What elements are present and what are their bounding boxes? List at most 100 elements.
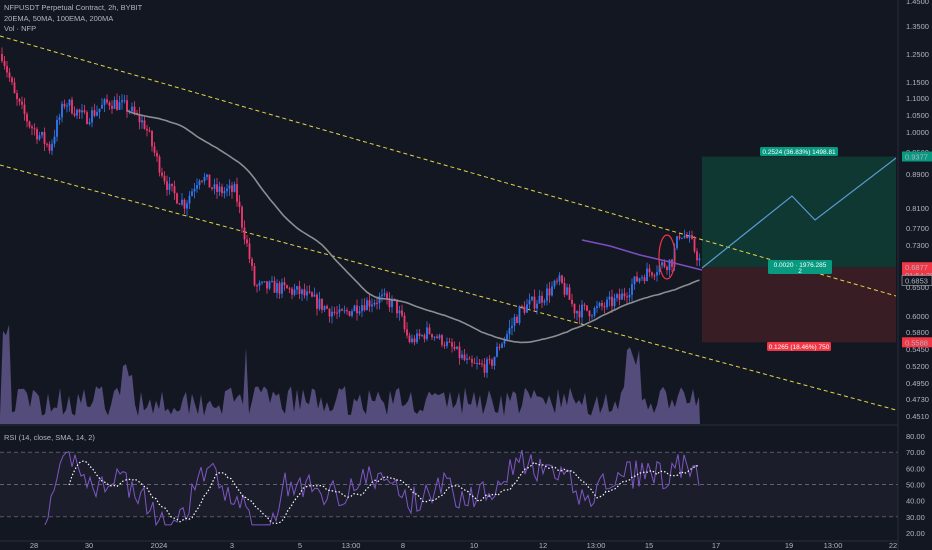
candle-body (518, 306, 521, 324)
candle-body (648, 268, 651, 273)
candle-body (538, 295, 541, 304)
candle-body (471, 359, 473, 363)
candle-body (181, 199, 183, 205)
candle-body (106, 99, 108, 103)
candle-body (588, 310, 591, 317)
candle-body (456, 346, 458, 350)
candle-body (453, 346, 456, 350)
candle-body (13, 82, 16, 94)
candle-body (221, 186, 223, 194)
candle-body (296, 286, 298, 290)
channel-upper (0, 35, 897, 297)
candle-body (676, 236, 678, 249)
candle-body (696, 251, 698, 261)
candle-body (371, 304, 373, 307)
candle-body (341, 309, 343, 311)
candle-body (211, 187, 213, 189)
time-axis-label: 15 (645, 541, 653, 550)
price-axis-label: 1.3500 (906, 22, 929, 31)
candle-body (438, 335, 441, 339)
price-axis-label: 0.5800 (906, 328, 929, 337)
time-axis-label: 22 (889, 541, 897, 550)
rsi-pane (0, 449, 898, 527)
candle-body (133, 106, 136, 113)
candle-body (261, 281, 263, 283)
price-tag-bg (901, 275, 932, 286)
candle-body (408, 335, 411, 343)
candle-body (626, 296, 628, 298)
candle-body (323, 306, 326, 310)
candle-body (228, 185, 231, 189)
stop-label: 0.1265 (18.46%) 750 (767, 342, 831, 351)
candle-body (528, 300, 531, 305)
price-tag-stop: 0.5588 (902, 337, 932, 348)
candle-body (301, 289, 303, 295)
candle-body (441, 335, 443, 345)
candle-body (606, 299, 608, 308)
time-axis-label: 8 (401, 541, 405, 550)
candle-body (123, 100, 126, 102)
candle-body (551, 286, 553, 296)
candle-body (623, 293, 626, 297)
annotations: 0.2524 (36.83%) 1498.81 0.0020 · 1976.285… (658, 147, 897, 351)
candle-body (193, 188, 196, 192)
candle-body (31, 126, 33, 129)
candle-body (463, 354, 466, 360)
candle-body (93, 110, 96, 116)
candle-body (143, 120, 146, 129)
candle-body (48, 144, 51, 151)
candle-body (683, 235, 686, 238)
candle-body (613, 298, 616, 307)
candle-body (198, 180, 201, 186)
candle-body (498, 346, 501, 348)
price-axis-label: 1.4500 (906, 0, 929, 6)
candle-body (26, 114, 28, 122)
candle-body (636, 276, 638, 282)
price-tag-text: 0.5588 (905, 338, 928, 347)
candle-body (488, 359, 491, 361)
entry-label-text: 0.0020 · 1976.285 (774, 262, 827, 269)
price-tag-text: 0.6877 (905, 263, 928, 272)
candle-body (403, 315, 406, 330)
candle-body (233, 184, 236, 192)
chart-title: NFPUSDT Perpetual Contract, 2h, BYBIT (4, 3, 143, 12)
target-label-text: 0.2524 (36.83%) 1498.81 (762, 149, 836, 156)
candle-body (236, 184, 238, 202)
candle-body (68, 99, 71, 106)
candle-body (113, 99, 116, 109)
time-axis-label: 28 (30, 541, 38, 550)
candle-body (353, 305, 356, 312)
candle-body (611, 296, 613, 307)
candle-body (496, 346, 498, 357)
candle-body (188, 195, 191, 204)
projected-path (701, 157, 897, 269)
candle-body (273, 280, 276, 293)
candle-body (468, 358, 471, 360)
candle-body (508, 328, 511, 335)
entry-label-subtext: 2 (798, 268, 802, 275)
candle-body (641, 277, 643, 279)
candle-body (138, 114, 141, 123)
candle-body (313, 294, 316, 297)
price-tag-text: 0.9377 (905, 153, 928, 162)
candle-body (666, 266, 668, 271)
volume-legend: Vol · NFP (4, 24, 37, 33)
candle-body (558, 275, 561, 282)
candle-body (693, 238, 696, 252)
highlight-circle (658, 234, 676, 280)
candle-body (281, 282, 283, 294)
candle-body (298, 286, 301, 295)
price-tag-target: 0.9377 (902, 151, 932, 162)
candle-body (303, 289, 306, 296)
price-tag-bg (902, 151, 932, 162)
candle-body (103, 99, 106, 105)
price-axis-label: 0.5200 (906, 362, 929, 371)
candle-body (628, 294, 631, 298)
candle-body (201, 180, 203, 182)
rsi-legend: RSI (14, close, SMA, 14, 2) (4, 433, 95, 442)
candle-body (148, 130, 151, 132)
candle-body (121, 100, 123, 103)
